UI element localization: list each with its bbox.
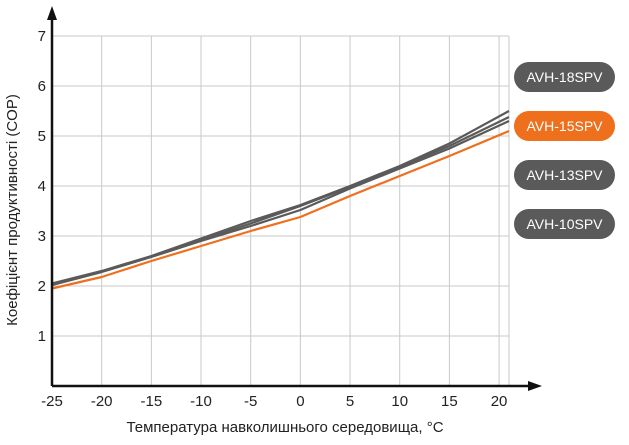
legend-item-avh-15spv: AVH-15SPV <box>514 111 615 141</box>
x-tick-label: -20 <box>91 393 113 410</box>
x-tick-label: 10 <box>391 393 408 410</box>
tick-labels: -25 -20 -15 -10 -5 0 5 10 15 20 1 2 3 4 5 6 7 <box>38 28 508 410</box>
legend-label: AVH-18SPV <box>527 69 604 85</box>
y-tick-label: 4 <box>38 178 46 195</box>
legend-item-avh-18spv: AVH-18SPV <box>514 62 615 92</box>
legend-item-avh-13spv: AVH-13SPV <box>514 160 615 190</box>
x-tick-label: -10 <box>190 393 212 410</box>
legend-label: AVH-10SPV <box>527 216 604 232</box>
legend-pill <box>514 209 615 239</box>
y-axis-arrow <box>47 6 57 20</box>
y-tick-label: 2 <box>38 278 46 295</box>
x-tick-label: -15 <box>141 393 163 410</box>
legend-label: AVH-13SPV <box>527 167 604 183</box>
legend-pill <box>514 160 615 190</box>
x-tick-label: 20 <box>491 393 508 410</box>
legend-pill <box>514 111 615 141</box>
series-line-avh-18spv <box>51 110 510 285</box>
y-tick-label: 3 <box>38 228 46 245</box>
legend: AVH-18SPV AVH-15SPV AVH-13SPV AVH-10SPV <box>514 62 615 239</box>
x-axis-title: Температура навколишнього середовища, °C <box>126 419 443 436</box>
y-tick-label: 5 <box>38 128 46 145</box>
x-tick-label: 15 <box>441 393 458 410</box>
y-axis-title: Коефіцієнт продуктивності (COP) <box>4 94 21 326</box>
x-tick-label: 5 <box>346 393 354 410</box>
series-line-avh-15spv <box>51 129 510 290</box>
x-tick-label: 0 <box>296 393 304 410</box>
series-line-avh-13spv <box>51 120 510 287</box>
x-axis-arrow <box>528 381 542 391</box>
x-tick-label: -5 <box>244 393 257 410</box>
legend-item-avh-10spv: AVH-10SPV <box>514 209 615 239</box>
axes <box>47 6 542 391</box>
series-layer <box>51 110 510 290</box>
legend-label: AVH-15SPV <box>527 118 604 134</box>
y-tick-label: 6 <box>38 78 46 95</box>
y-tick-label: 7 <box>38 28 46 45</box>
x-tick-label: -25 <box>41 393 63 410</box>
series-line-avh-10spv <box>51 116 510 286</box>
grid <box>52 35 510 386</box>
legend-pill <box>514 62 615 92</box>
y-tick-label: 1 <box>38 328 46 345</box>
